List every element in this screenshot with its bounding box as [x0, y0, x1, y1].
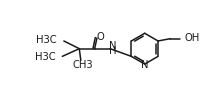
Text: H: H [109, 46, 116, 56]
Text: OH: OH [185, 33, 200, 43]
Text: N: N [109, 41, 116, 51]
Text: N: N [141, 60, 149, 70]
Text: H3C: H3C [36, 35, 57, 45]
Text: O: O [96, 32, 104, 42]
Text: CH3: CH3 [72, 60, 93, 70]
Text: H3C: H3C [35, 52, 55, 62]
